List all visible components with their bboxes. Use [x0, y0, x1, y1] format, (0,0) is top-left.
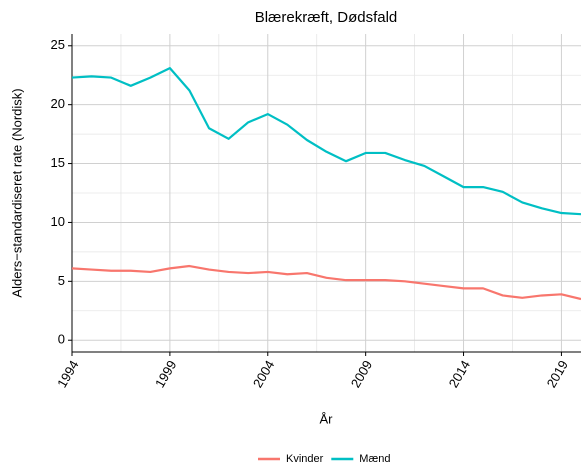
x-tick-label: 2014: [446, 358, 473, 391]
chart-title: Blærekræft, Dødsfald: [255, 9, 398, 26]
legend-label: Kvinder: [286, 453, 324, 465]
x-tick-label: 2009: [348, 358, 375, 391]
series-line: [71, 264, 581, 301]
legend-label: Mænd: [359, 453, 390, 465]
y-axis-label: Alders−standardiseret rate (Nordisk): [9, 88, 24, 297]
y-tick-label: 5: [58, 273, 65, 288]
series-line: [71, 67, 581, 216]
x-tick-label: 2004: [250, 358, 277, 391]
x-tick-label: 2019: [544, 358, 571, 391]
x-tick-label: 1999: [152, 358, 179, 391]
y-tick-label: 20: [51, 96, 65, 111]
y-tick-label: 25: [51, 37, 65, 52]
x-tick-label: 1994: [54, 358, 81, 391]
x-axis-label: År: [320, 411, 334, 426]
y-tick-label: 0: [58, 332, 65, 347]
y-tick-label: 15: [51, 155, 65, 170]
y-tick-label: 10: [51, 214, 65, 229]
